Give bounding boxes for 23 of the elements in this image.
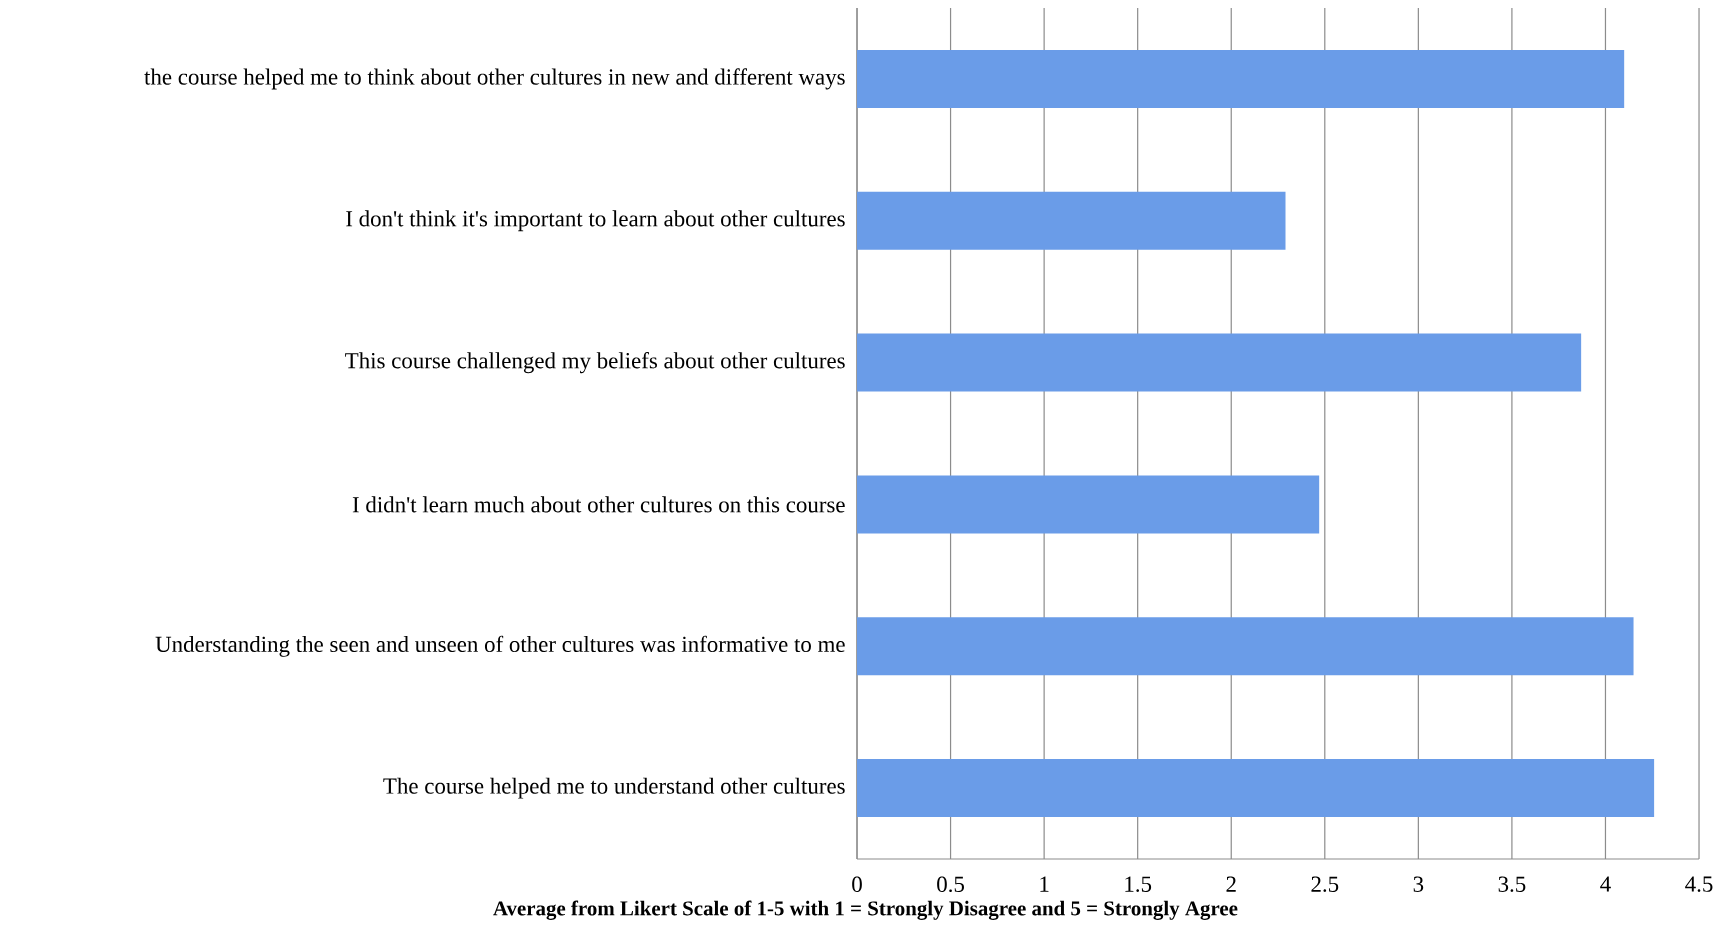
x-tick-label: 4 <box>1600 876 1611 892</box>
y-tick-label: Understanding the seen and unseen of other cultures was informative to me <box>155 635 845 657</box>
x-tick-label: 2 <box>1226 876 1236 892</box>
y-tick-label: This course challenged my beliefs about other cultures <box>345 352 845 374</box>
bar <box>857 617 1634 676</box>
bar <box>857 759 1655 818</box>
y-tick-label: the course helped me to think about other cultures in new and different ways <box>144 68 845 90</box>
bar <box>857 333 1582 392</box>
x-axis-title: Average from Likert Scale of 1-5 with 1 = Strongly Disagree and 5 = Strongly Agree <box>493 900 1238 920</box>
bar <box>857 475 1320 534</box>
x-tick-label: 0 <box>852 876 862 892</box>
x-tick-label: 3 <box>1413 876 1424 892</box>
y-tick-label: I don't think it's important to learn about other cultures <box>346 210 845 232</box>
y-tick-label: The course helped me to understand other cultures <box>383 777 845 799</box>
y-tick-label: I didn't learn much about other cultures on this course <box>352 496 845 513</box>
x-tick-label: 4.5 <box>1685 876 1713 892</box>
x-tick-label: 1.5 <box>1125 876 1152 892</box>
x-tick-label: 2.5 <box>1311 876 1339 893</box>
x-tick-label: 1 <box>1040 876 1049 892</box>
x-tick-label: 3.5 <box>1498 876 1526 893</box>
bar <box>857 49 1625 108</box>
bar <box>857 191 1286 250</box>
x-tick-label: 0.5 <box>937 876 964 893</box>
